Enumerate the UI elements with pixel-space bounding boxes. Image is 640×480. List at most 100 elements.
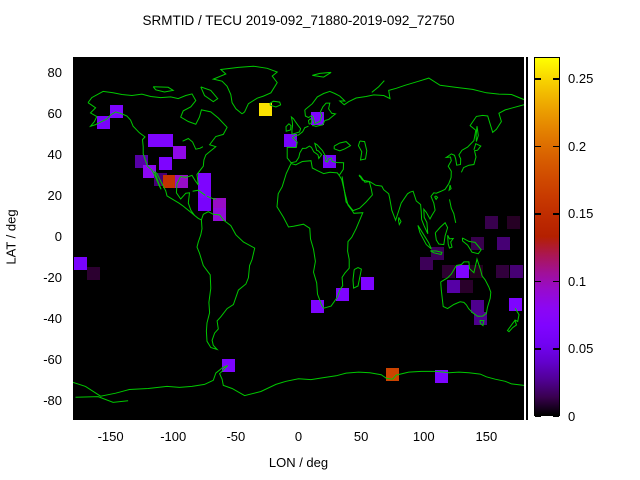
data-point-square: [360, 277, 374, 291]
coastline-path: [371, 80, 385, 93]
coastline-path: [192, 189, 206, 196]
coastline-path: [447, 234, 455, 249]
coastline-path: [440, 257, 492, 317]
x-tick-label: -150: [97, 429, 124, 444]
colorbar-tick-mark: [553, 280, 559, 283]
colorbar: [534, 57, 560, 416]
coastline-path: [434, 221, 449, 246]
y-tick-label: -40: [43, 311, 62, 327]
data-point-square: [508, 297, 522, 311]
y-tick-label: 60: [47, 106, 62, 122]
coastline-map: [73, 65, 524, 403]
data-point-square: [259, 103, 273, 117]
coastline-path: [152, 86, 175, 93]
colorbar-tick-mark: [535, 415, 541, 417]
coastline-path: [87, 90, 228, 221]
data-point-square: [159, 156, 173, 170]
colorbar-tick-mark: [553, 213, 559, 215]
data-point-square: [434, 369, 448, 383]
data-point-square: [86, 267, 100, 281]
data-point-square: [497, 236, 511, 250]
coastline-path: [304, 77, 524, 111]
data-point-square: [198, 185, 212, 199]
x-tick-label: -100: [160, 429, 187, 444]
coastline-path: [290, 160, 340, 176]
colorbar-tick-label: 0.2: [568, 138, 587, 154]
coastline-path: [200, 86, 219, 103]
data-point-square: [172, 146, 186, 160]
coastline-path: [304, 102, 337, 127]
coastline-path: [461, 237, 482, 255]
coastline-path: [312, 71, 332, 78]
colorbar-tick-mark: [535, 280, 541, 283]
coastline-path: [75, 396, 129, 403]
coastline-path: [397, 217, 402, 227]
coastline-path: [290, 115, 302, 135]
data-point-square: [471, 300, 485, 313]
coastline-path: [182, 137, 204, 150]
y-tick-label: -80: [43, 393, 62, 409]
colorbar-tick-mark: [535, 348, 541, 350]
coastline-path: [417, 225, 432, 250]
data-point-square: [162, 175, 176, 189]
coastline-path: [196, 211, 256, 351]
x-tick-label: 150: [475, 429, 498, 444]
coastline-path: [87, 102, 195, 216]
colorbar-tick-mark: [535, 213, 541, 215]
data-point-square: [459, 279, 473, 293]
colorbar-tick-mark: [553, 78, 559, 80]
x-tick-label: 50: [353, 429, 369, 444]
data-point-square: [142, 164, 156, 178]
coastline-path: [286, 125, 345, 176]
data-point-square: [175, 175, 189, 189]
coastline-path: [357, 140, 368, 161]
data-point-square: [221, 359, 235, 373]
coastline-path: [430, 250, 443, 256]
y-tick-label: -60: [43, 352, 62, 368]
colorbar-tick-label: 0.1: [568, 273, 587, 289]
page-title: SRMTID / TECU 2019-092_71880-2019-092_72…: [142, 13, 455, 28]
colorbar-tick-label: 0.05: [568, 341, 594, 357]
coastline-path: [269, 100, 282, 108]
coastline-path: [333, 141, 352, 152]
coastline-path: [285, 123, 292, 132]
colorbar-tick-mark: [535, 145, 541, 148]
data-point-square: [447, 279, 461, 293]
y-tick-label: -20: [43, 270, 62, 286]
y-tick-label: 0: [54, 229, 62, 245]
colorbar-tick-label: 0.25: [568, 71, 594, 87]
coastline-path: [206, 195, 217, 200]
data-point-square: [198, 173, 212, 186]
y-tick-label: 20: [47, 188, 62, 204]
colorbar-tick-mark: [553, 415, 559, 417]
data-point-square: [160, 134, 174, 148]
x-tick-label: 0: [294, 429, 303, 444]
x-axis-label: LON / deg: [268, 455, 329, 470]
data-point-square: [484, 216, 498, 230]
data-point-square: [419, 256, 433, 270]
coastline-path: [448, 184, 452, 192]
colorbar-tick-label: 0.15: [568, 206, 594, 222]
colorbar-tick-mark: [535, 78, 541, 80]
coastline-path: [514, 307, 520, 323]
data-point-square: [147, 134, 161, 148]
colorbar-tick-mark: [553, 145, 559, 148]
data-point-square: [471, 236, 485, 250]
data-point-square: [74, 256, 88, 270]
data-point-square: [509, 265, 523, 279]
x-tick-label: 100: [412, 429, 435, 444]
coastline-path: [352, 267, 362, 289]
colorbar-tick-mark: [553, 348, 559, 350]
coastline-path: [449, 199, 457, 224]
data-point-square: [507, 216, 521, 230]
y-tick-label: 40: [47, 147, 62, 163]
map-plot-area: [73, 57, 524, 420]
coastline-path: [276, 163, 364, 309]
coastline-path: [211, 65, 279, 115]
data-point-square: [135, 154, 149, 168]
colorbar-tick-label: 0: [568, 408, 576, 424]
coastline-path: [307, 117, 313, 125]
data-point-square: [385, 367, 399, 381]
data-point-square: [213, 197, 227, 211]
